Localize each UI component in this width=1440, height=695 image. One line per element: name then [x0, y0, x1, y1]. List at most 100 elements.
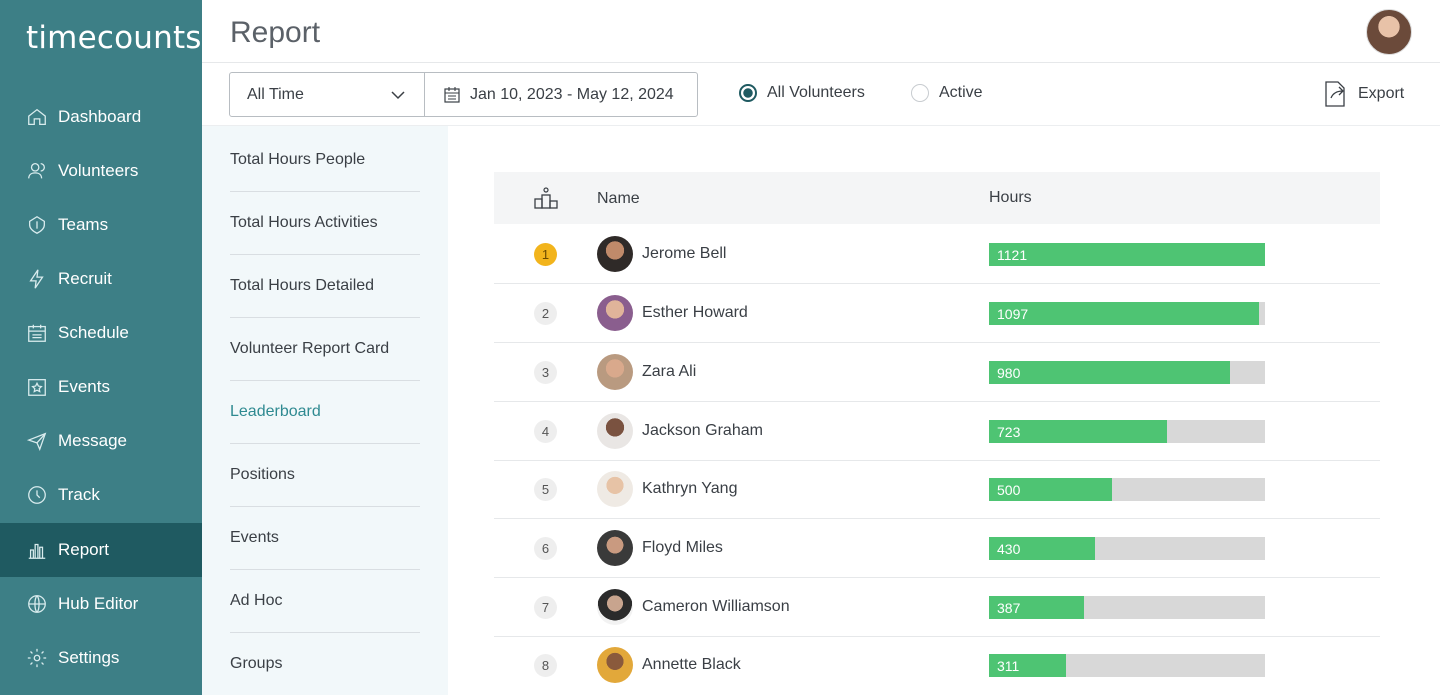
podium-icon[interactable] — [534, 186, 558, 210]
report-list-panel: Total Hours People Total Hours Activitie… — [202, 126, 448, 695]
period-select[interactable]: All Time — [229, 72, 425, 117]
table-header — [494, 172, 1380, 224]
table-row[interactable]: 3 Zara Ali 980 — [494, 343, 1380, 402]
hours-bar-fill — [989, 596, 1085, 619]
hours-bar-fill — [989, 537, 1095, 560]
volunteer-name: Jerome Bell — [642, 245, 727, 262]
date-range-value: Jan 10, 2023 - May 12, 2024 — [470, 85, 674, 103]
report-item-total-hours-activities[interactable]: Total Hours Activities — [230, 192, 420, 255]
hours-bar-fill — [989, 243, 1265, 266]
sidebar-item-message[interactable]: Message — [0, 414, 202, 468]
avatar — [597, 647, 633, 683]
sidebar-item-recruit[interactable]: Recruit — [0, 252, 202, 306]
sidebar-item-volunteers[interactable]: Volunteers — [0, 144, 202, 198]
export-button[interactable]: Export — [1322, 80, 1404, 108]
hours-value: 1097 — [997, 306, 1029, 322]
hours-value: 723 — [997, 424, 1021, 440]
hours-bar-track: 311 — [989, 654, 1265, 677]
sidebar-item-hub-editor[interactable]: Hub Editor — [0, 577, 202, 631]
toolbar-divider — [202, 125, 1440, 126]
rank-badge: 7 — [534, 596, 557, 619]
volunteer-name: Zara Ali — [642, 363, 697, 380]
gear-icon — [26, 647, 48, 669]
rank-badge: 4 — [534, 420, 557, 443]
calendar-icon — [444, 86, 460, 103]
report-item-groups[interactable]: Groups — [230, 633, 420, 695]
table-row[interactable]: 8 Annette Black 311 — [494, 636, 1380, 695]
teams-icon — [26, 214, 48, 236]
sidebar-item-label: Message — [58, 431, 127, 450]
bolt-icon — [26, 268, 48, 290]
sidebar-item-label: Settings — [58, 648, 120, 667]
rank-badge: 3 — [534, 361, 557, 384]
avatar — [597, 236, 633, 272]
table-row[interactable]: 7 Cameron Williamson 387 — [494, 578, 1380, 637]
users-icon — [26, 160, 48, 182]
report-item-events[interactable]: Events — [230, 507, 420, 570]
hours-bar-fill — [989, 654, 1066, 677]
hours-bar-track: 1121 — [989, 243, 1265, 266]
sidebar-item-label: Report — [58, 540, 110, 559]
rank-badge: 1 — [534, 243, 557, 266]
sidebar-item-label: Events — [58, 377, 110, 396]
sidebar-item-track[interactable]: Track — [0, 468, 202, 522]
sidebar-item-teams[interactable]: Teams — [0, 198, 202, 252]
hours-value: 430 — [997, 541, 1021, 557]
rank-badge: 6 — [534, 537, 557, 560]
sidebar-item-label: Track — [58, 485, 100, 504]
star-calendar-icon — [26, 376, 48, 398]
avatar — [597, 589, 633, 625]
calendar-icon — [26, 322, 48, 344]
table-row[interactable]: 2 Esther Howard 1097 — [494, 284, 1380, 343]
hours-bar-track: 1097 — [989, 302, 1265, 325]
avatar — [597, 413, 633, 449]
radio-active[interactable]: Active — [911, 84, 983, 102]
globe-icon — [26, 593, 48, 615]
sidebar-item-dashboard[interactable]: Dashboard — [0, 90, 202, 144]
hours-bar-fill — [989, 302, 1260, 325]
column-header-name[interactable]: Name — [597, 190, 640, 207]
sidebar-item-settings[interactable]: Settings — [0, 631, 202, 685]
report-item-volunteer-report-card[interactable]: Volunteer Report Card — [230, 318, 420, 381]
clock-icon — [26, 484, 48, 506]
radio-unselected-indicator — [911, 84, 929, 102]
radio-selected-indicator — [739, 84, 757, 102]
sidebar-item-events[interactable]: Events — [0, 360, 202, 414]
volunteer-name: Esther Howard — [642, 304, 748, 321]
radio-all-volunteers[interactable]: All Volunteers — [739, 84, 865, 102]
export-label: Export — [1358, 85, 1405, 102]
header-divider — [202, 62, 1440, 63]
table-row[interactable]: 4 Jackson Graham 723 — [494, 402, 1380, 461]
table-row[interactable]: 1 Jerome Bell 1121 — [494, 225, 1380, 284]
rank-badge: 5 — [534, 478, 557, 501]
volunteer-name: Kathryn Yang — [642, 480, 738, 497]
sidebar-item-schedule[interactable]: Schedule — [0, 306, 202, 360]
column-header-hours[interactable]: Hours — [989, 189, 1032, 206]
report-item-positions[interactable]: Positions — [230, 444, 420, 507]
sidebar-item-label: Volunteers — [58, 161, 139, 180]
report-item-total-hours-people[interactable]: Total Hours People — [230, 129, 420, 192]
hours-bar-fill — [989, 478, 1113, 501]
sidebar-item-report[interactable]: Report — [0, 523, 202, 577]
table-row[interactable]: 5 Kathryn Yang 500 — [494, 460, 1380, 519]
export-icon — [1325, 81, 1345, 107]
table-row[interactable]: 6 Floyd Miles 430 — [494, 519, 1380, 578]
rank-badge: 8 — [534, 654, 557, 677]
sidebar-item-label: Recruit — [58, 269, 112, 288]
volunteer-name: Annette Black — [642, 656, 741, 673]
paper-plane-icon — [26, 430, 48, 452]
report-item-ad-hoc[interactable]: Ad Hoc — [230, 570, 420, 633]
sidebar-item-label: Hub Editor — [58, 594, 139, 613]
report-item-total-hours-detailed[interactable]: Total Hours Detailed — [230, 255, 420, 318]
avatar — [597, 295, 633, 331]
date-range-picker[interactable]: Jan 10, 2023 - May 12, 2024 — [424, 72, 698, 117]
report-item-leaderboard[interactable]: Leaderboard — [230, 381, 420, 444]
app-logo[interactable]: timecounts — [26, 20, 202, 56]
hours-bar-fill — [989, 420, 1167, 443]
page-title: Report — [230, 16, 321, 49]
period-select-value: All Time — [247, 85, 304, 103]
user-avatar[interactable] — [1366, 9, 1412, 55]
avatar — [597, 471, 633, 507]
hours-value: 500 — [997, 482, 1021, 498]
volunteer-name: Jackson Graham — [642, 422, 763, 439]
